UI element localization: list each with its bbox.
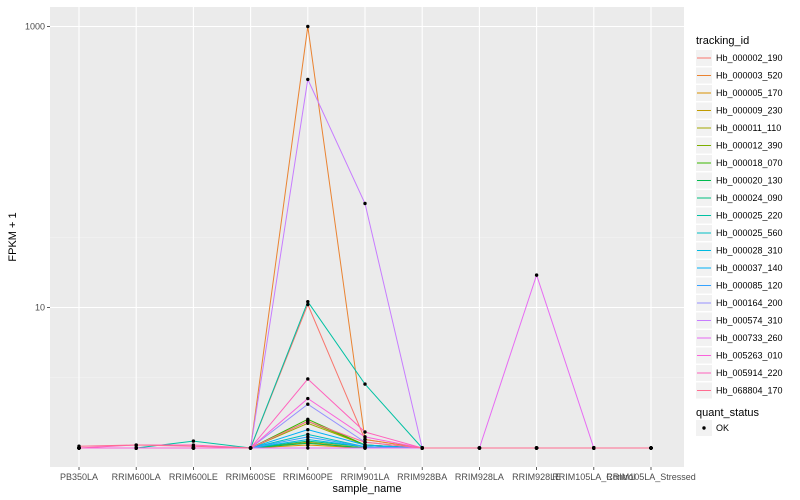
data-point xyxy=(306,396,310,401)
data-point xyxy=(477,446,482,450)
data-point xyxy=(77,444,81,448)
data-point xyxy=(534,446,539,450)
legend-label: Hb_000003_520 xyxy=(716,71,783,81)
data-point xyxy=(363,430,367,434)
x-tick-label: RRIM928BA xyxy=(397,472,447,482)
y-axis: 10 1000 xyxy=(25,22,50,313)
y-axis-title: FPKM + 1 xyxy=(7,212,19,261)
x-axis-title: sample_name xyxy=(332,483,401,495)
data-point xyxy=(306,77,310,82)
legend-label: Hb_000020_130 xyxy=(716,176,783,186)
legend-color-entries: Hb_000002_190 Hb_000003_520 Hb_000005_170 H… xyxy=(696,50,783,399)
legend-label: Hb_000733_260 xyxy=(716,333,783,343)
legend-title-tracking-id: tracking_id xyxy=(696,35,749,47)
legend-key-point xyxy=(702,426,706,430)
legend-label: OK xyxy=(716,423,729,433)
data-point xyxy=(306,435,310,439)
legend: tracking_id Hb_000002_190Hb_000003_520Hb… xyxy=(696,35,783,436)
x-tick-label: RRIM600LA xyxy=(112,472,161,482)
data-point xyxy=(306,427,310,432)
data-point xyxy=(306,299,310,304)
legend-label: Hb_000018_070 xyxy=(716,158,783,168)
data-point xyxy=(306,446,310,450)
legend-label: Hb_000012_390 xyxy=(716,141,783,151)
data-point xyxy=(363,201,367,206)
legend-label: Hb_000002_190 xyxy=(716,53,783,63)
x-tick-label: RRIM105LA_Control xyxy=(552,472,635,482)
data-point xyxy=(134,443,138,447)
x-tick-label: RRIM600PE xyxy=(283,472,333,482)
data-point xyxy=(191,439,196,443)
data-point xyxy=(306,437,310,442)
legend-label: Hb_000028_310 xyxy=(716,246,783,256)
legend-label: Hb_000025_560 xyxy=(716,228,783,238)
x-axis: PB350LA RRIM600LA RRIM600LE RRIM600SE RRIM60… xyxy=(60,467,696,482)
series-points xyxy=(77,24,653,450)
data-point xyxy=(306,377,310,381)
x-tick-label: RRIM901LA xyxy=(340,472,389,482)
y-tick-label: 10 xyxy=(35,303,45,313)
x-tick-label: RRIM928LA xyxy=(455,472,504,482)
data-point xyxy=(534,273,539,277)
y-tick-label: 1000 xyxy=(25,22,45,32)
data-point xyxy=(306,402,310,406)
legend-label: Hb_000574_310 xyxy=(716,316,783,326)
grid-minor xyxy=(50,236,684,379)
legend-label: Hb_005914_220 xyxy=(716,368,783,378)
legend-shape-entries: OK xyxy=(696,420,729,436)
data-point xyxy=(363,437,367,442)
legend-label: Hb_000011_110 xyxy=(716,123,781,133)
legend-label: Hb_000024_090 xyxy=(716,193,783,203)
legend-label: Hb_000037_140 xyxy=(716,263,783,273)
data-point xyxy=(306,302,310,307)
data-point xyxy=(306,24,310,29)
data-point xyxy=(363,382,367,386)
data-point xyxy=(649,446,653,450)
legend-label: Hb_005263_010 xyxy=(716,351,783,361)
x-tick-label: RRIM105LA_Stressed xyxy=(606,472,696,482)
x-tick-label: RRIM600SE xyxy=(226,472,276,482)
data-point xyxy=(191,444,196,448)
data-point xyxy=(134,446,138,450)
data-point xyxy=(592,446,596,450)
grid-major xyxy=(50,7,684,467)
x-tick-label: RRIM928LE xyxy=(512,472,561,482)
data-point xyxy=(248,446,253,450)
data-point xyxy=(363,440,367,444)
x-tick-label: RRIM600LE xyxy=(169,472,218,482)
legend-label: Hb_000005_170 xyxy=(716,88,783,98)
data-point xyxy=(420,446,424,450)
data-point xyxy=(363,435,367,439)
data-point xyxy=(306,432,310,437)
legend-label: Hb_000009_230 xyxy=(716,106,783,116)
legend-title-quant-status: quant_status xyxy=(696,407,759,419)
data-point xyxy=(306,419,310,423)
data-point xyxy=(363,446,367,450)
legend-label: Hb_068804_170 xyxy=(716,386,783,396)
legend-label: Hb_000164_200 xyxy=(716,298,783,308)
legend-label: Hb_000085_120 xyxy=(716,281,783,291)
x-tick-label: PB350LA xyxy=(60,472,98,482)
legend-label: Hb_000025_220 xyxy=(716,211,783,221)
